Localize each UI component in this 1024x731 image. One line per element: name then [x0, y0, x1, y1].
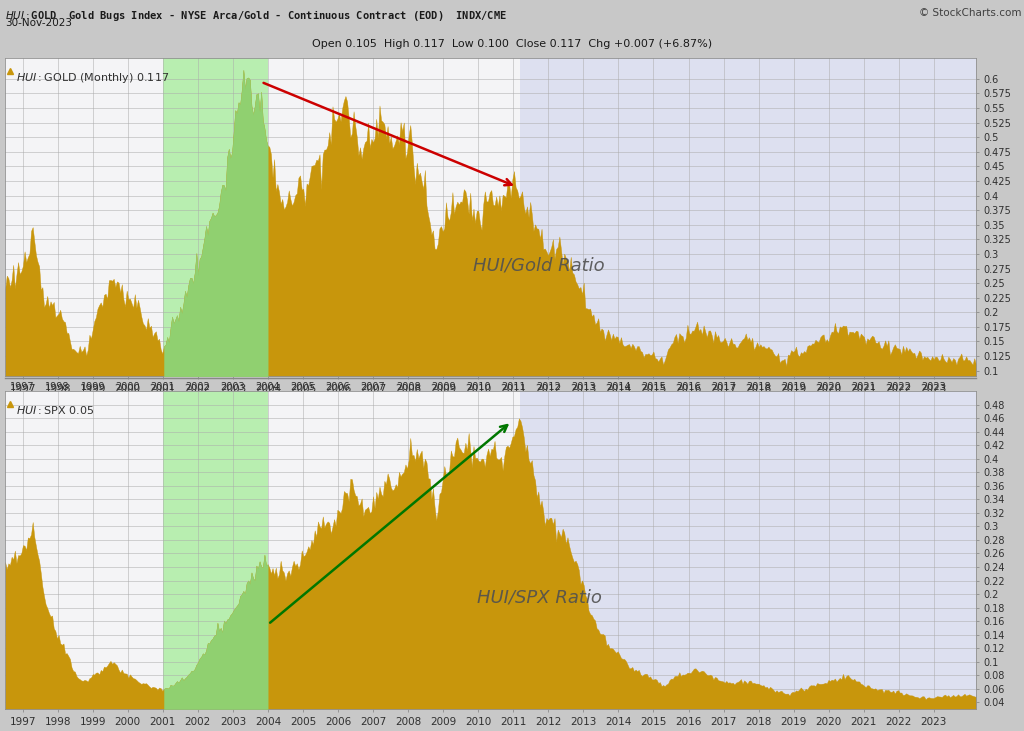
Text: 2021: 2021 — [851, 382, 877, 392]
Text: 2004: 2004 — [256, 382, 281, 392]
Text: HUI/SPX Ratio: HUI/SPX Ratio — [476, 588, 601, 607]
Bar — [163, 391, 268, 709]
Text: 2019: 2019 — [781, 382, 806, 392]
Bar — [163, 58, 268, 376]
Text: 2003: 2003 — [220, 382, 245, 392]
Text: 2002: 2002 — [185, 382, 210, 392]
Text: HUI/Gold Ratio: HUI/Gold Ratio — [473, 256, 605, 274]
Bar — [268, 58, 520, 376]
Text: 2001: 2001 — [151, 382, 175, 392]
Text: 1997: 1997 — [10, 382, 35, 392]
Bar — [268, 391, 520, 709]
Text: 1999: 1999 — [81, 382, 105, 392]
Text: 2015: 2015 — [641, 382, 666, 392]
Text: 2012: 2012 — [536, 382, 561, 392]
Text: 2018: 2018 — [746, 382, 771, 392]
Text: 2008: 2008 — [396, 382, 421, 392]
Text: 2017: 2017 — [712, 382, 736, 392]
Text: © StockCharts.com: © StockCharts.com — [920, 8, 1022, 18]
Bar — [520, 58, 976, 376]
Text: $HUI:$GOLD (Monthly) 0.117: $HUI:$GOLD (Monthly) 0.117 — [15, 71, 169, 86]
Text: $HUI:$SPX 0.05: $HUI:$SPX 0.05 — [15, 404, 94, 416]
Bar — [520, 391, 976, 709]
Text: 2007: 2007 — [360, 382, 385, 392]
Text: 2020: 2020 — [816, 382, 841, 392]
Text: 2016: 2016 — [676, 382, 700, 392]
Text: 30-Nov-2023: 30-Nov-2023 — [5, 18, 72, 28]
Text: 2009: 2009 — [431, 382, 456, 392]
Text: $HUI:$GOLD  Gold Bugs Index - NYSE Arca/Gold - Continuous Contract (EOD)  INDX/C: $HUI:$GOLD Gold Bugs Index - NYSE Arca/G… — [5, 8, 507, 23]
Text: 1998: 1998 — [45, 382, 70, 392]
Text: 2011: 2011 — [501, 382, 525, 392]
Text: 2023: 2023 — [922, 382, 946, 392]
Text: 2022: 2022 — [887, 382, 911, 392]
Bar — [5, 391, 163, 709]
Text: 2000: 2000 — [116, 382, 140, 392]
Text: Open 0.105  High 0.117  Low 0.100  Close 0.117  Chg +0.007 (+6.87%): Open 0.105 High 0.117 Low 0.100 Close 0.… — [312, 39, 712, 49]
Text: 2006: 2006 — [326, 382, 350, 392]
Text: 2005: 2005 — [291, 382, 315, 392]
Text: 2010: 2010 — [466, 382, 490, 392]
Text: 2013: 2013 — [571, 382, 596, 392]
Text: 2014: 2014 — [606, 382, 631, 392]
Bar — [5, 58, 163, 376]
